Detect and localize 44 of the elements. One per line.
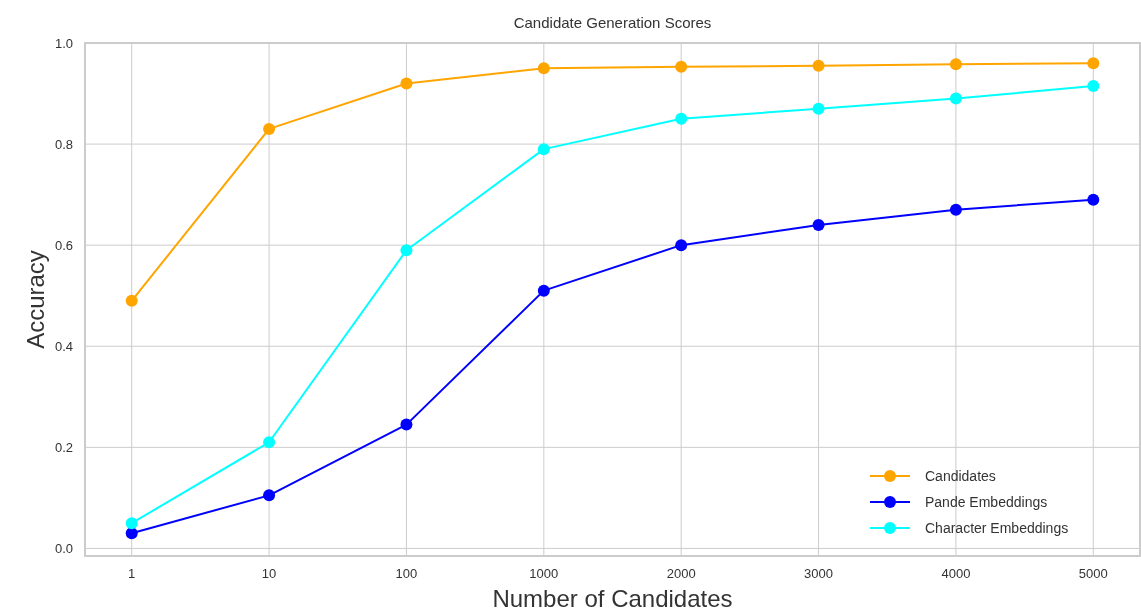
- point: [125, 527, 138, 540]
- point: [263, 436, 276, 449]
- point: [400, 418, 413, 431]
- x-tick-label: 5000: [1078, 566, 1108, 581]
- x-axis-title: Number of Candidates: [492, 585, 733, 612]
- point: [949, 92, 962, 105]
- chart-title: Candidate Generation Scores: [513, 14, 712, 31]
- y-tick-label: 1.0: [54, 35, 73, 51]
- point: [263, 489, 276, 502]
- point: [125, 517, 138, 530]
- x-tick-label: 10: [261, 566, 277, 581]
- x-tick-label: 4000: [941, 566, 971, 581]
- y-tick-label: 0.8: [54, 136, 73, 152]
- y-tick-label: 0.4: [54, 338, 73, 354]
- point: [537, 62, 550, 75]
- point: [537, 284, 550, 297]
- point: [537, 143, 550, 156]
- y-tick-label: 0.2: [54, 439, 73, 455]
- y-tick-label: 0.6: [54, 237, 73, 253]
- x-tick-label: 1000: [529, 566, 559, 581]
- point: [949, 58, 962, 71]
- x-tick-label: 100: [395, 566, 418, 581]
- point: [812, 102, 825, 115]
- point: [675, 60, 688, 73]
- point: [400, 244, 413, 257]
- x-tick-label: 1: [128, 566, 136, 581]
- legend-label: Candidates: [925, 467, 996, 484]
- point: [675, 112, 688, 125]
- x-tick-label: 3000: [804, 566, 834, 581]
- point: [812, 59, 825, 72]
- y-axis-title: Accuracy: [22, 250, 49, 349]
- point: [263, 122, 276, 135]
- point: [949, 203, 962, 216]
- point: [1087, 57, 1100, 70]
- point: [400, 77, 413, 90]
- y-tick-label: 0.0: [54, 540, 73, 556]
- point: [1087, 79, 1100, 92]
- legend-label: Character Embeddings: [925, 519, 1069, 536]
- x-tick-label: 2000: [666, 566, 696, 581]
- point: [1087, 193, 1100, 206]
- point: [675, 239, 688, 252]
- legend-label: Pande Embeddings: [925, 493, 1048, 510]
- point: [812, 218, 825, 231]
- point: [125, 294, 138, 307]
